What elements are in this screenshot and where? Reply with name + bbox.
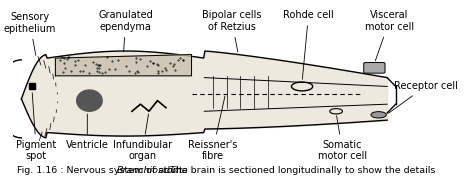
- Text: Fig. 1.16 : Nervous system of adult: Fig. 1.16 : Nervous system of adult: [17, 166, 186, 175]
- Text: Reissner's
fibre: Reissner's fibre: [188, 96, 237, 161]
- Text: Rohde cell: Rohde cell: [283, 10, 334, 79]
- Text: Sensory
epithelium: Sensory epithelium: [4, 12, 56, 55]
- Text: Branchiostoma: Branchiostoma: [117, 166, 189, 175]
- Text: Infundibular
organ: Infundibular organ: [113, 114, 172, 161]
- Ellipse shape: [77, 90, 102, 111]
- Circle shape: [371, 112, 386, 118]
- Text: Somatic
motor cell: Somatic motor cell: [318, 116, 367, 161]
- Text: Granulated
ependyma: Granulated ependyma: [98, 10, 153, 52]
- Text: Pigment
spot: Pigment spot: [16, 93, 56, 161]
- FancyBboxPatch shape: [364, 62, 385, 73]
- Text: Receptor cell: Receptor cell: [389, 82, 457, 113]
- Text: Ventricle: Ventricle: [66, 114, 109, 150]
- Text: Bipolar cells
of Retzius: Bipolar cells of Retzius: [202, 10, 262, 52]
- Polygon shape: [55, 55, 191, 76]
- Text: Visceral
motor cell: Visceral motor cell: [365, 10, 414, 61]
- Text: . The brain is sectioned longitudinally to show the details: . The brain is sectioned longitudinally …: [164, 166, 435, 175]
